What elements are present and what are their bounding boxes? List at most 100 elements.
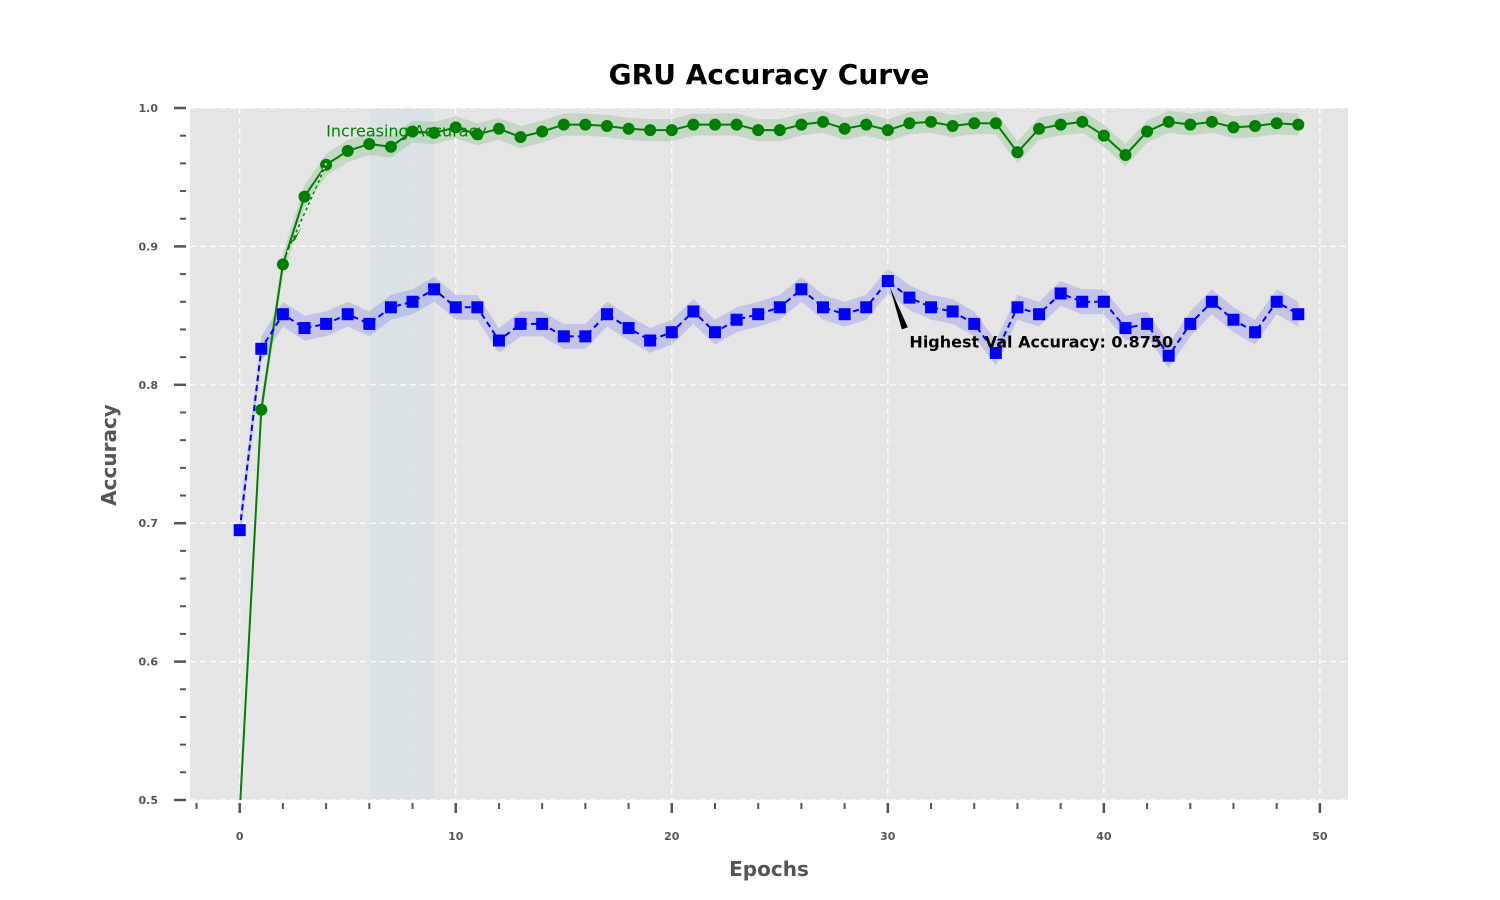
series-0-point (557, 118, 570, 131)
series-1-point (1205, 295, 1218, 308)
series-0-point (1033, 122, 1046, 135)
series-0-point (989, 117, 1002, 130)
series-0-point (1270, 117, 1283, 130)
series-0-point (471, 128, 484, 141)
series-1-point (341, 308, 354, 321)
series-layer (233, 115, 1305, 800)
series-0-point (1205, 115, 1218, 128)
series-0-point (687, 118, 700, 131)
series-0-point (1097, 129, 1110, 142)
series-1-point (449, 301, 462, 314)
series-1-point (557, 330, 570, 343)
series-1-point (708, 326, 721, 339)
series-0-point (925, 115, 938, 128)
series-0-point (1011, 146, 1024, 159)
x-tick-label: 20 (664, 830, 680, 843)
series-0-point (1162, 115, 1175, 128)
series-1-point (471, 301, 484, 314)
series-1-point (1227, 313, 1240, 326)
y-tick-label: 1.0 (139, 102, 159, 115)
series-1-point (881, 275, 894, 287)
highest-val-annotation: Highest Val Accuracy: 0.8750 (909, 332, 1173, 351)
x-tick-label: 10 (448, 830, 464, 843)
series-0-point (838, 122, 851, 135)
series-1-point (730, 313, 743, 326)
series-1-point (384, 301, 397, 314)
series-0-point (276, 258, 289, 271)
series-0-point (406, 125, 419, 138)
annotation-layer: Increasing Accuracy Highest Val Accuracy:… (285, 121, 1173, 351)
series-0-point (644, 124, 657, 137)
series-1-point (579, 330, 592, 343)
highest-val-arrow (889, 287, 908, 330)
series-1-point (514, 317, 527, 330)
series-0-point (1141, 125, 1154, 138)
y-tick-label: 0.5 (139, 794, 159, 807)
y-tick-label: 0.8 (139, 379, 159, 392)
series-1-point (298, 322, 311, 335)
increasing-accuracy-arrow-shadow (288, 169, 325, 249)
series-1-point (1141, 317, 1154, 330)
series-0-point (428, 126, 441, 139)
series-0-point (665, 124, 678, 137)
series-1-point (233, 524, 246, 537)
series-0-point (579, 118, 592, 131)
increasing-accuracy-annotation: Increasing Accuracy (326, 121, 487, 140)
series-0-point (968, 117, 981, 130)
series-0-point (1054, 118, 1067, 131)
series-0-point (384, 140, 397, 153)
series-0-point (1076, 115, 1089, 128)
highlight-region-layer (369, 108, 435, 800)
series-0-point (752, 124, 765, 137)
series-1-point (1011, 301, 1024, 314)
series-1-point (903, 291, 916, 304)
series-1-point (1162, 349, 1175, 362)
series-1-point (1076, 295, 1089, 308)
series-1-point (1292, 308, 1305, 321)
series-1-point (989, 346, 1002, 359)
series-1-point (644, 334, 657, 347)
x-tick-label: 40 (1096, 830, 1112, 843)
increasing-accuracy-arrowhead (290, 228, 301, 243)
chart-title: GRU Accuracy Curve (609, 58, 930, 91)
highlight-region (369, 108, 435, 800)
series-1-point (406, 295, 419, 308)
y-tick-label: 0.6 (139, 656, 159, 669)
y-tick-label: 0.9 (139, 240, 159, 253)
series-1-point (1054, 287, 1067, 300)
series-0-point (795, 118, 808, 131)
series-1-point (925, 301, 938, 314)
series-1-point (1119, 322, 1132, 335)
series-0-point (622, 122, 635, 135)
plot-area-background (190, 108, 1348, 800)
series-1-point (968, 317, 981, 330)
series-0-point (1249, 119, 1262, 132)
series-1-point (255, 342, 268, 355)
series-1-point (622, 322, 635, 335)
y-axis-label: Accuracy (97, 404, 121, 506)
axis-layer: 0 10 20 30 40 50 0.5 0.6 0.7 0.8 0.9 1.0 (139, 102, 1328, 843)
series-1-point (1033, 308, 1046, 321)
series-0-point (255, 403, 268, 416)
series-0-point (449, 121, 462, 134)
series-0-point (600, 119, 613, 132)
series-1-point (1184, 317, 1197, 330)
series-0-point (903, 117, 916, 130)
series-1-point (838, 308, 851, 321)
series-0-point (341, 144, 354, 157)
series-0-point (817, 115, 830, 128)
series-1-point (428, 283, 441, 296)
series-1-point (536, 317, 549, 330)
series-1-point (320, 317, 333, 330)
series-1-point (276, 308, 289, 321)
series-1-point (860, 301, 873, 314)
x-tick-label: 0 (236, 830, 244, 843)
series-0-point (773, 124, 786, 137)
series-1-point (492, 334, 505, 347)
series-0-point (492, 122, 505, 135)
series-1-point (1249, 326, 1262, 339)
x-tick-label: 30 (880, 830, 896, 843)
y-tick-label: 0.7 (139, 517, 159, 530)
series-0-point (708, 118, 721, 131)
series-0-point (1227, 121, 1240, 134)
